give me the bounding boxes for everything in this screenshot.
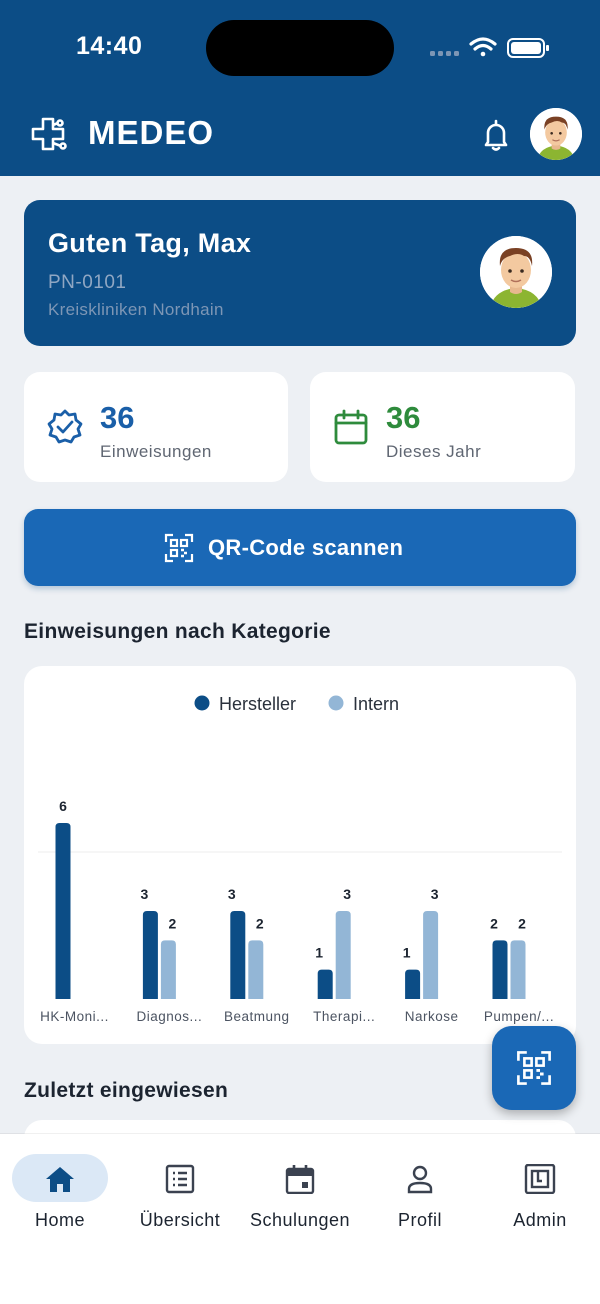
qr-scan-button-label: QR-Code scannen xyxy=(208,535,404,560)
chart-bar xyxy=(55,823,71,999)
calendar-icon xyxy=(285,1165,315,1194)
tab-home[interactable]: Home xyxy=(0,1154,120,1234)
home-icon xyxy=(46,1167,74,1192)
notification-bell-icon[interactable] xyxy=(480,118,512,152)
tab-admin[interactable]: Admin xyxy=(480,1154,600,1234)
badge-check-icon xyxy=(47,409,83,444)
category-tick-label: Beatmung xyxy=(224,1009,290,1024)
chart-bar xyxy=(248,940,264,999)
app-title: MEDEO xyxy=(88,114,215,151)
category-chart-card: Hersteller Intern 6 HK-Moni... 3 2 Diagnos... 3… xyxy=(24,666,576,1044)
chart-bar xyxy=(160,940,176,999)
stat-label: Dieses Jahr xyxy=(386,442,482,461)
tab-uebersicht[interactable]: Übersicht xyxy=(120,1154,240,1234)
greeting-card: Guten Tag, Max PN-0101 Kreiskliniken Nor… xyxy=(24,200,576,346)
legend-label: Hersteller xyxy=(219,694,296,714)
bar-value-label: 3 xyxy=(343,886,351,902)
bar-value-label: 3 xyxy=(228,886,236,902)
bar-value-label: 2 xyxy=(169,915,177,931)
chart-bar xyxy=(335,911,351,999)
user-icon xyxy=(407,1165,433,1194)
bottom-tab-bar: Home Übersicht Schulungen Profil Admin xyxy=(0,1134,600,1304)
category-bar-chart: Hersteller Intern 6 HK-Moni... 3 2 Diagnos... 3… xyxy=(38,694,562,1024)
bar-value-label: 2 xyxy=(490,915,498,931)
admin-icon xyxy=(524,1164,556,1194)
qr-scan-fab[interactable] xyxy=(492,1026,576,1110)
stat-value: 36 xyxy=(386,400,421,435)
tab-schulungen[interactable]: Schulungen xyxy=(240,1154,360,1234)
stat-card-einweisungen[interactable]: 36 Einweisungen xyxy=(24,372,288,482)
chart-bar xyxy=(405,969,421,999)
chart-bar xyxy=(317,969,333,999)
tab-label: Admin xyxy=(513,1210,567,1230)
wifi-icon xyxy=(469,37,497,57)
category-tick-label: Diagnos... xyxy=(137,1009,203,1024)
bar-value-label: 3 xyxy=(141,886,149,902)
stat-value: 36 xyxy=(100,400,135,435)
recent-section-title: Zuletzt eingewiesen xyxy=(24,1079,229,1102)
tab-label: Profil xyxy=(397,1210,442,1230)
qr-scan-button[interactable]: QR-Code scannen xyxy=(24,509,576,586)
chart-section-title: Einweisungen nach Kategorie xyxy=(24,620,331,643)
legend-label: Intern xyxy=(353,694,399,714)
bar-value-label: 3 xyxy=(431,886,439,902)
qr-code-icon xyxy=(517,1051,551,1085)
list-icon xyxy=(165,1164,195,1194)
bar-value-label: 6 xyxy=(59,798,67,814)
tab-label: Übersicht xyxy=(139,1210,221,1230)
chart-bar xyxy=(510,940,526,999)
status-icons xyxy=(430,37,549,58)
legend-marker xyxy=(194,695,210,711)
tab-label: Home xyxy=(34,1210,85,1230)
header-avatar[interactable] xyxy=(530,108,582,160)
category-tick-label: Therapi... xyxy=(313,1009,375,1024)
chart-bar xyxy=(142,911,158,999)
qr-code-icon xyxy=(164,533,194,563)
tab-profil[interactable]: Profil xyxy=(360,1154,480,1234)
greeting-title: Guten Tag, Max xyxy=(48,228,252,258)
avatar-illustration xyxy=(530,108,582,160)
category-tick-label: Narkose xyxy=(405,1009,459,1024)
avatar-illustration xyxy=(480,236,552,308)
category-tick-label: HK-Moni... xyxy=(40,1009,109,1024)
person-id: PN-0101 xyxy=(48,272,127,293)
tab-label: Schulungen xyxy=(249,1210,351,1230)
organization-name: Kreiskliniken Nordhain xyxy=(48,300,224,319)
app-header: 14:40 MEDEO xyxy=(0,0,600,176)
bar-value-label: 2 xyxy=(256,915,264,931)
bar-value-label: 2 xyxy=(518,915,526,931)
battery-icon xyxy=(507,38,549,58)
medical-cross-logo-icon xyxy=(31,117,67,151)
chart-bar xyxy=(492,940,508,999)
bar-value-label: 1 xyxy=(403,945,411,961)
calendar-icon xyxy=(334,409,368,445)
profile-avatar[interactable] xyxy=(480,236,552,308)
cellular-icon xyxy=(430,51,459,56)
stat-card-dieses-jahr[interactable]: 36 Dieses Jahr xyxy=(310,372,575,482)
stat-label: Einweisungen xyxy=(100,442,212,461)
status-time: 14:40 xyxy=(76,32,143,60)
dynamic-island xyxy=(206,20,394,76)
chart-bar xyxy=(423,911,439,999)
category-tick-label: Pumpen/... xyxy=(484,1009,554,1024)
bar-value-label: 1 xyxy=(315,945,323,961)
chart-bar xyxy=(230,911,246,999)
legend-marker xyxy=(328,695,344,711)
